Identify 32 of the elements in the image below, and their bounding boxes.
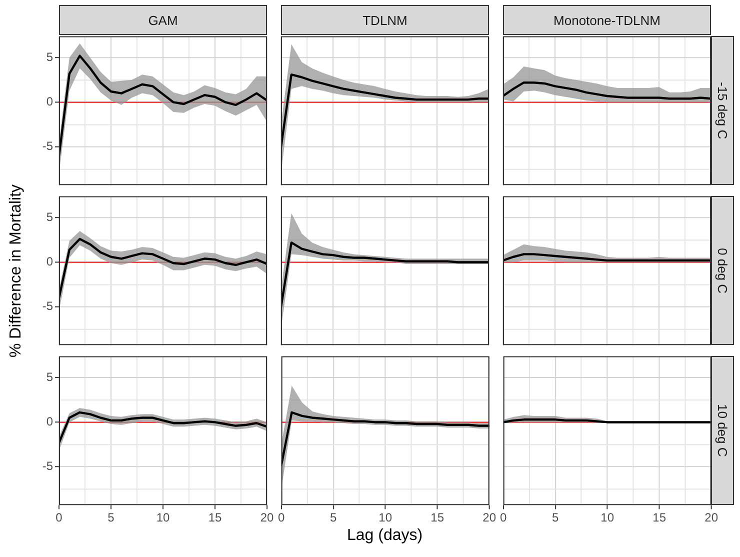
chart-title: GAM [59, 5, 267, 35]
y2-axis-title: 10 deg C [711, 356, 734, 505]
y-axis-title: % Difference in Mortality [7, 184, 26, 358]
x-tick-label: 0 [500, 510, 507, 524]
y-tick-label: 5 [46, 210, 54, 224]
x-tick-label: 20 [704, 510, 718, 524]
y-tick-label: -5 [42, 458, 54, 473]
y-tick-label: 0 [46, 254, 54, 268]
y-tick-label: -5 [42, 298, 54, 313]
y-tick-label: 0 [46, 94, 54, 108]
x-tick-label: 0 [56, 510, 63, 524]
y-tick-label: 0 [46, 414, 54, 428]
x-tick-label: 15 [430, 510, 444, 524]
chart-title: TDLNM [281, 5, 489, 35]
x-tick-label: 15 [652, 510, 666, 524]
x-tick-label: 10 [600, 510, 614, 524]
x-axis-title: Lag (days) [347, 527, 423, 545]
y2-axis-title: -15 deg C [711, 36, 734, 185]
y2-axis-title: 0 deg C [711, 196, 734, 345]
y-tick-label: -5 [42, 138, 54, 153]
x-tick-label: 5 [552, 510, 559, 524]
x-tick-label: 20 [260, 510, 274, 524]
y-tick-label: 5 [46, 370, 54, 384]
x-tick-label: 10 [156, 510, 170, 524]
x-tick-label: 15 [208, 510, 222, 524]
x-tick-label: 5 [108, 510, 115, 524]
x-tick-label: 20 [482, 510, 496, 524]
chart-title: Monotone-TDLNM [503, 5, 711, 35]
x-tick-label: 5 [330, 510, 337, 524]
x-tick-label: 0 [278, 510, 285, 524]
x-tick-label: 10 [378, 510, 392, 524]
y-tick-label: 5 [46, 50, 54, 64]
